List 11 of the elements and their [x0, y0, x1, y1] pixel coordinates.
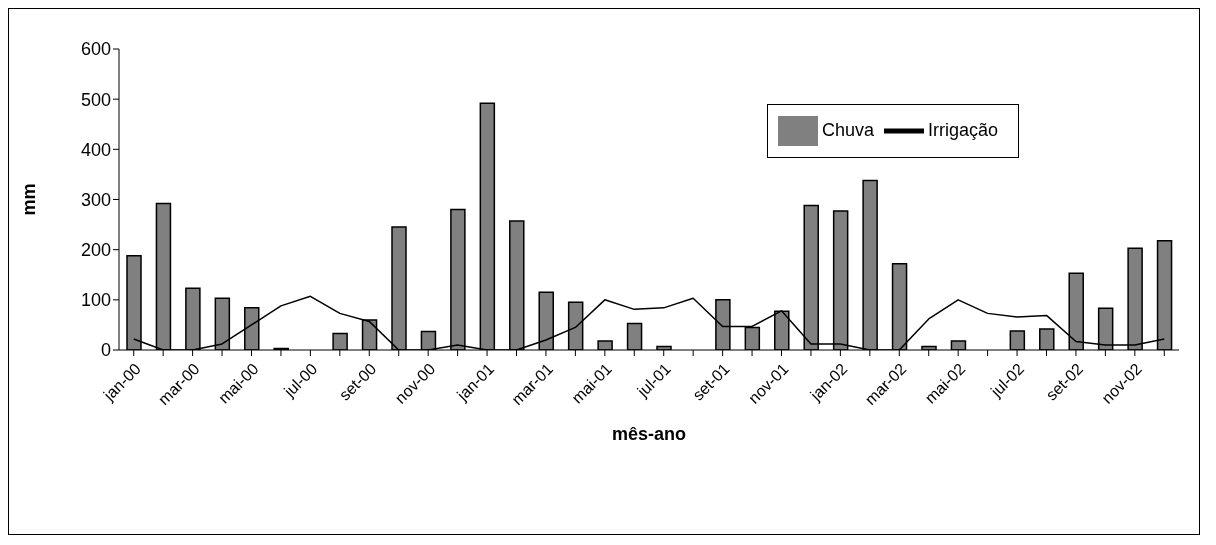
y-tick-label: 500	[80, 89, 111, 110]
legend-label: Irrigação	[927, 119, 998, 140]
y-axis-title: mm	[19, 183, 40, 216]
legend-label: Chuva	[821, 119, 874, 140]
y-tick-label: 100	[80, 290, 111, 311]
y-tick-label: 200	[80, 240, 111, 261]
y-tick-label: 300	[80, 189, 111, 210]
x-axis-title: mês-ano	[611, 424, 687, 444]
y-tick-label: 600	[80, 39, 111, 60]
y-tick-label: 0	[100, 340, 111, 361]
y-tick-label: 400	[80, 139, 111, 160]
